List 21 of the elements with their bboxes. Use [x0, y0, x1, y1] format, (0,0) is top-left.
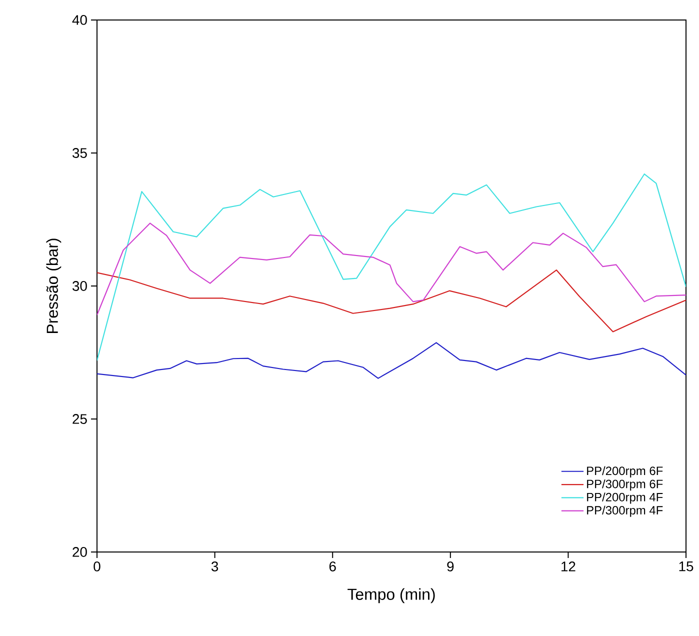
x-tick-label: 3 — [211, 562, 218, 572]
line-series — [97, 269, 686, 332]
legend-label: PP/200rpm 4F — [587, 492, 663, 504]
line-series — [97, 342, 686, 379]
x-tick-label: 6 — [329, 562, 336, 572]
x-tick-label: 9 — [447, 562, 454, 572]
legend-label: PP/300rpm 4F — [587, 506, 663, 517]
line-series — [97, 173, 686, 362]
x-tick-label: 15 — [679, 562, 694, 572]
y-tick-label: 30 — [72, 281, 87, 291]
x-tick-label: 12 — [562, 562, 576, 572]
y-tick-label: 40 — [72, 15, 87, 25]
line-series — [97, 222, 686, 316]
y-tick-label: 25 — [72, 414, 87, 424]
legend-label: PP/300rpm 6F — [587, 479, 663, 491]
y-tick-label: 35 — [72, 148, 87, 158]
x-tick-label: 0 — [94, 562, 100, 572]
y-axis-title: Pressão (bar) — [46, 238, 62, 333]
x-axis-title: Tempo (min) — [348, 588, 435, 604]
legend-label: PP/200rpm 6F — [587, 466, 663, 478]
y-tick-label: 20 — [72, 547, 87, 557]
